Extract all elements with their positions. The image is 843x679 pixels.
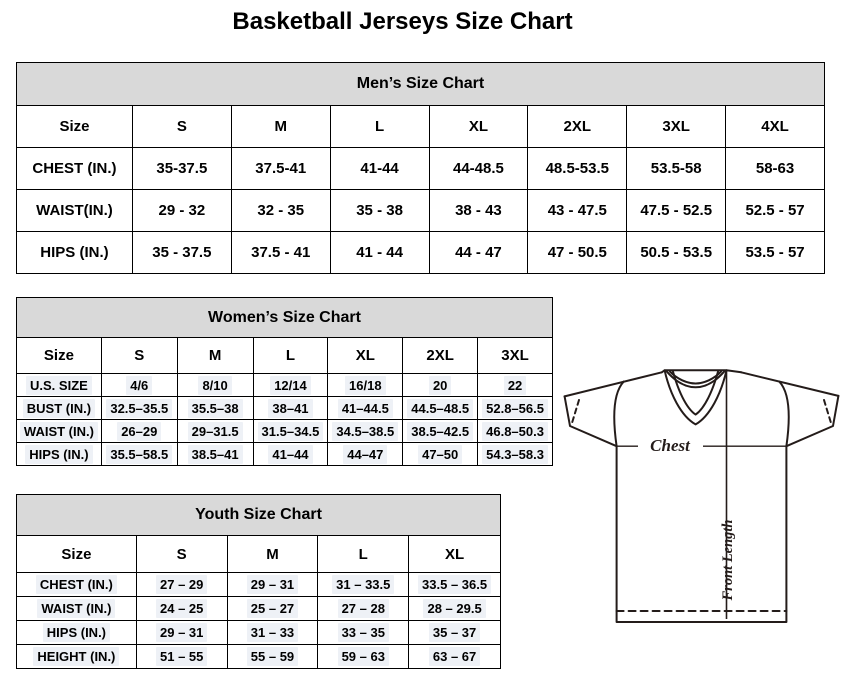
svg-text:Chest: Chest (650, 436, 691, 455)
svg-text:Front Length: Front Length (720, 520, 736, 602)
